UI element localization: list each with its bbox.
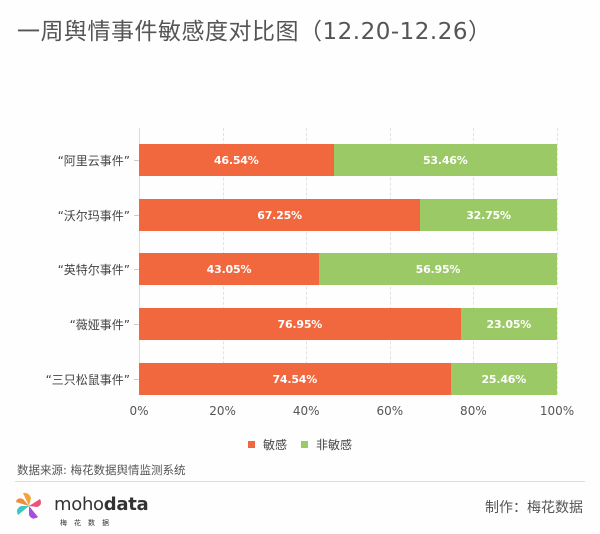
y-tick xyxy=(134,269,139,270)
bar-sensitive: 74.54% xyxy=(139,363,451,395)
x-tick-label: 80% xyxy=(460,404,487,418)
legend-label: 敏感 xyxy=(262,438,287,452)
category-label: “沃尔玛事件” xyxy=(57,209,130,223)
footer-divider xyxy=(15,481,585,482)
x-tick-label: 20% xyxy=(209,404,236,418)
legend-swatch-non-sensitive xyxy=(301,441,308,448)
bar-row: 46.54% 53.46% xyxy=(139,144,557,176)
y-tick xyxy=(134,324,139,325)
category-label: “薇娅事件” xyxy=(69,318,130,332)
plot-area: 46.54% 53.46% 67.25% 32.75% 43.05% 56.95… xyxy=(134,128,558,395)
legend-swatch-sensitive xyxy=(247,441,255,448)
bar-row: 74.54% 25.46% xyxy=(139,363,557,395)
bar-non-sensitive: 32.75% xyxy=(420,199,557,231)
bar-row: 43.05% 56.95% xyxy=(139,253,557,285)
data-source-note: 数据来源: 梅花数据舆情监测系统 xyxy=(17,463,186,477)
bar-sensitive: 67.25% xyxy=(139,199,421,231)
y-tick xyxy=(134,215,139,216)
category-label: “三只松鼠事件” xyxy=(45,373,130,387)
x-tick-label: 100% xyxy=(539,404,575,418)
mohodata-pinwheel-logo-icon xyxy=(16,492,41,519)
gridline-100 xyxy=(557,128,558,394)
legend-label: 非敏感 xyxy=(316,438,353,452)
bar-sensitive: 76.95% xyxy=(139,308,461,340)
brand-subtitle: 梅花数据 xyxy=(60,519,116,527)
y-tick xyxy=(134,379,139,380)
x-tick-label: 0% xyxy=(129,404,149,418)
bar-sensitive: 46.54% xyxy=(139,144,334,176)
category-label: “英特尔事件” xyxy=(57,263,130,277)
brand-wordmark: mohodata xyxy=(54,494,149,515)
credit-text: 制作：梅花数据 xyxy=(485,500,583,516)
legend-item-sensitive[interactable]: 敏感 xyxy=(247,436,287,453)
bar-row: 67.25% 32.75% xyxy=(139,199,557,231)
chart-title: 一周舆情事件敏感度对比图（12.20-12.26） xyxy=(17,19,492,45)
legend-item-non-sensitive[interactable]: 非敏感 xyxy=(301,436,352,453)
x-tick-label: 40% xyxy=(292,404,320,418)
x-tick-label: 60% xyxy=(376,404,404,418)
bar-row: 76.95% 23.05% xyxy=(139,308,557,340)
y-tick xyxy=(134,160,139,161)
bar-non-sensitive: 53.46% xyxy=(333,144,557,176)
brand-light: moho xyxy=(54,494,104,515)
bar-non-sensitive: 23.05% xyxy=(460,308,557,340)
bar-non-sensitive: 25.46% xyxy=(450,363,557,395)
legend: 敏感 非敏感 xyxy=(0,436,600,453)
category-label: “阿里云事件” xyxy=(57,154,130,168)
bar-sensitive: 43.05% xyxy=(139,253,319,285)
bar-non-sensitive: 56.95% xyxy=(318,253,557,285)
brand-bold: data xyxy=(103,494,149,515)
